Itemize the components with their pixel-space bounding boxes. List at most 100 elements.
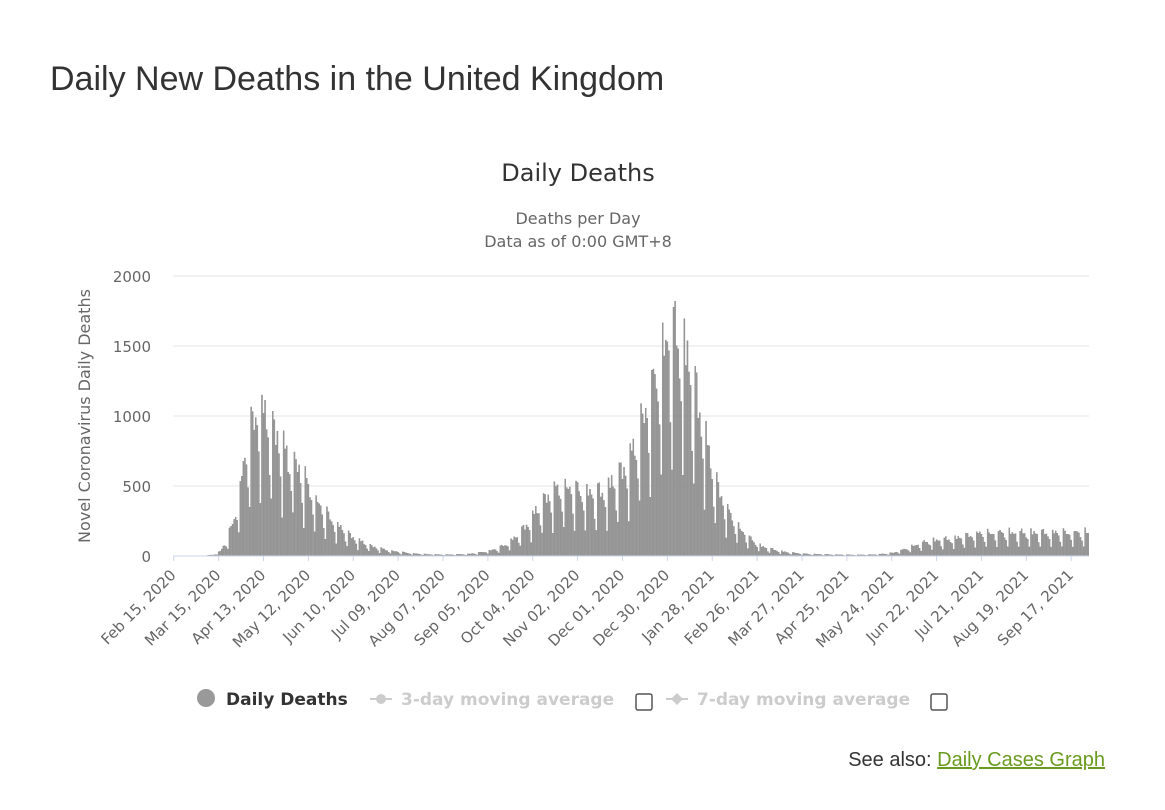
bar[interactable] xyxy=(502,546,505,557)
bar[interactable] xyxy=(258,451,260,557)
bar[interactable] xyxy=(963,547,966,557)
bar[interactable] xyxy=(493,549,495,557)
bar[interactable] xyxy=(683,318,686,557)
bar[interactable] xyxy=(997,531,1000,557)
bar[interactable] xyxy=(644,408,647,557)
bar[interactable] xyxy=(1014,533,1017,557)
bar[interactable] xyxy=(971,537,973,557)
bar[interactable] xyxy=(309,497,311,557)
bar[interactable] xyxy=(287,471,290,557)
bar[interactable] xyxy=(516,537,519,557)
bar[interactable] xyxy=(581,502,583,557)
bar[interactable] xyxy=(1008,527,1011,557)
bar[interactable] xyxy=(504,545,506,557)
bar[interactable] xyxy=(392,550,395,557)
bar[interactable] xyxy=(267,437,269,557)
bar[interactable] xyxy=(1055,530,1057,557)
bar[interactable] xyxy=(340,525,342,557)
bar[interactable] xyxy=(507,546,509,557)
bar[interactable] xyxy=(1013,533,1015,557)
bar[interactable] xyxy=(306,478,308,557)
bar[interactable] xyxy=(318,503,320,557)
bar[interactable] xyxy=(640,403,642,557)
bar[interactable] xyxy=(381,548,384,557)
bar[interactable] xyxy=(708,445,710,557)
bar[interactable] xyxy=(889,552,891,557)
bar[interactable] xyxy=(242,461,245,557)
bar[interactable] xyxy=(255,417,257,557)
bar[interactable] xyxy=(539,525,542,557)
bar[interactable] xyxy=(748,535,751,557)
bar[interactable] xyxy=(1033,531,1035,557)
bar[interactable] xyxy=(793,552,795,557)
bar[interactable] xyxy=(637,478,639,557)
bar[interactable] xyxy=(338,526,341,557)
bar[interactable] xyxy=(337,522,339,557)
bar[interactable] xyxy=(781,550,783,557)
bar[interactable] xyxy=(1020,528,1023,557)
bar[interactable] xyxy=(774,550,777,557)
bar[interactable] xyxy=(999,529,1001,557)
bar[interactable] xyxy=(569,486,571,557)
bar[interactable] xyxy=(1007,546,1009,557)
bar[interactable] xyxy=(366,548,368,557)
bar[interactable] xyxy=(966,533,969,557)
bar[interactable] xyxy=(629,443,631,557)
bar[interactable] xyxy=(1050,546,1052,557)
bar[interactable] xyxy=(1048,539,1051,557)
bar[interactable] xyxy=(692,483,695,557)
bar[interactable] xyxy=(527,527,529,557)
bar[interactable] xyxy=(276,430,279,557)
bar[interactable] xyxy=(728,509,730,557)
bar[interactable] xyxy=(904,549,907,557)
bar[interactable] xyxy=(361,540,364,557)
bar[interactable] xyxy=(946,540,949,557)
bar[interactable] xyxy=(583,510,585,557)
bar[interactable] xyxy=(375,548,378,557)
bar[interactable] xyxy=(327,511,330,557)
bar[interactable] xyxy=(604,507,607,557)
bar[interactable] xyxy=(233,519,235,557)
bar[interactable] xyxy=(549,501,551,557)
bar[interactable] xyxy=(1070,539,1072,557)
bar[interactable] xyxy=(617,521,619,557)
bar[interactable] xyxy=(948,539,950,557)
bar[interactable] xyxy=(383,548,385,557)
bar[interactable] xyxy=(316,501,319,557)
bar[interactable] xyxy=(949,541,952,557)
bar[interactable] xyxy=(713,506,715,557)
bar[interactable] xyxy=(1085,533,1088,557)
bar[interactable] xyxy=(496,551,498,557)
bar[interactable] xyxy=(717,482,720,557)
bar[interactable] xyxy=(900,549,902,557)
bar[interactable] xyxy=(1028,546,1031,557)
bar[interactable] xyxy=(731,520,734,557)
bar[interactable] xyxy=(771,548,774,557)
bar[interactable] xyxy=(1068,534,1071,557)
bar[interactable] xyxy=(627,521,630,557)
bar[interactable] xyxy=(1062,528,1065,557)
bar[interactable] xyxy=(742,532,744,557)
bar[interactable] xyxy=(733,526,735,557)
legend-checkbox-3-day[interactable] xyxy=(635,693,653,711)
bar[interactable] xyxy=(1064,530,1066,557)
bar[interactable] xyxy=(1022,533,1024,557)
bar[interactable] xyxy=(911,544,913,557)
bar[interactable] xyxy=(290,491,293,557)
bar[interactable] xyxy=(234,516,237,557)
bar[interactable] xyxy=(1042,528,1045,557)
bar[interactable] xyxy=(1058,535,1060,557)
bar[interactable] xyxy=(332,525,334,557)
bar[interactable] xyxy=(259,503,262,557)
bar[interactable] xyxy=(272,411,274,557)
bar[interactable] xyxy=(720,496,723,557)
bar[interactable] xyxy=(1027,539,1029,557)
bar[interactable] xyxy=(579,495,582,557)
bar[interactable] xyxy=(250,406,252,557)
bar[interactable] xyxy=(1073,531,1076,557)
bar[interactable] xyxy=(988,532,990,557)
legend-item-3-day-average[interactable]: 3-day moving average xyxy=(370,690,614,710)
bar[interactable] xyxy=(753,542,755,557)
bar[interactable] xyxy=(610,475,613,557)
bar[interactable] xyxy=(957,535,959,557)
